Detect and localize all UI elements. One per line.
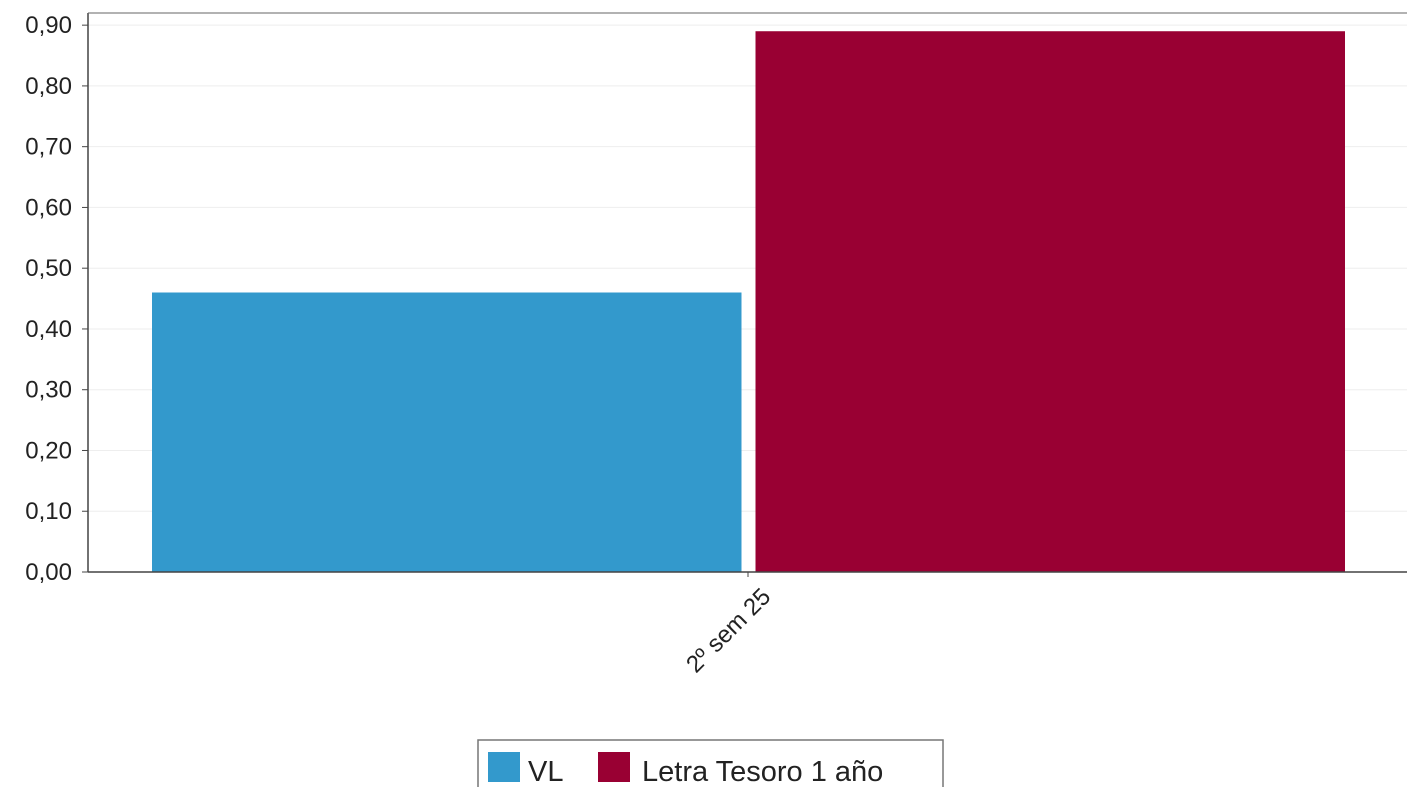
y-axis-ticks: 0,00 0,10 0,20 0,30 0,40 0,50 0,60 0,70 0,80 0,90	[25, 12, 88, 586]
x-tick-label: 2º sem 25	[681, 583, 776, 678]
y-tick-label: 0,20	[25, 437, 72, 464]
y-tick-label: 0,70	[25, 134, 72, 161]
y-tick-label: 0,30	[25, 377, 72, 404]
bar-vl	[152, 292, 742, 572]
y-tick-label: 0,80	[25, 73, 72, 100]
y-tick-label: 0,60	[25, 194, 72, 221]
y-tick-label: 0,10	[25, 498, 72, 525]
y-tick-label: 0,00	[25, 559, 72, 586]
legend-swatch	[488, 752, 520, 782]
y-tick-label: 0,40	[25, 316, 72, 343]
bar-letra-tesoro-1-a-o	[755, 31, 1345, 572]
x-axis-ticks: 2º sem 25	[681, 572, 776, 678]
y-tick-label: 0,90	[25, 12, 72, 39]
legend-label: Letra Tesoro 1 año	[642, 756, 883, 787]
legend-label: VL	[528, 756, 563, 787]
legend: VL Letra Tesoro 1 año	[477, 739, 944, 787]
legend-swatch	[598, 752, 630, 782]
bars	[152, 31, 1345, 572]
legend-box	[477, 739, 944, 787]
y-tick-label: 0,50	[25, 255, 72, 282]
